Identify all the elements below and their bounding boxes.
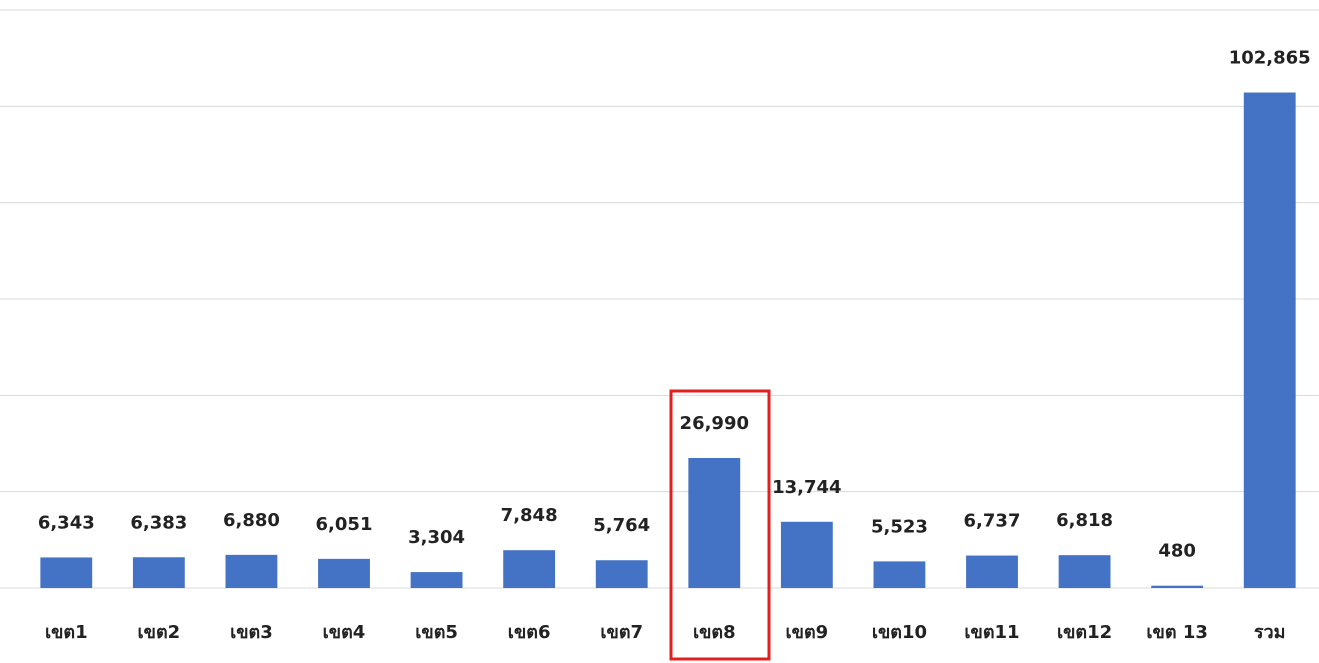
value-label: 6,737 <box>964 511 1021 532</box>
x-tick-label: เขต5 <box>415 622 458 643</box>
x-tick-label: เขต3 <box>230 622 273 643</box>
x-tick-label: รวม <box>1254 622 1286 643</box>
bar <box>503 550 555 588</box>
value-label: 6,051 <box>316 514 373 535</box>
x-tick-label: เขต 13 <box>1146 622 1207 643</box>
bar <box>1059 555 1111 588</box>
bar <box>874 561 926 588</box>
value-label: 6,818 <box>1056 510 1113 531</box>
value-label: 6,880 <box>223 510 280 531</box>
value-label: 7,848 <box>501 505 558 526</box>
value-label: 26,990 <box>680 413 749 434</box>
bar <box>40 557 92 588</box>
bar <box>1244 93 1296 588</box>
x-tick-label: เขต2 <box>138 622 181 643</box>
value-label: 480 <box>1158 541 1196 562</box>
value-label: 6,343 <box>38 512 95 533</box>
bar <box>1151 586 1203 588</box>
x-tick-label: เขต7 <box>600 622 643 643</box>
x-tick-label: เขต4 <box>323 622 366 643</box>
bar <box>688 458 740 588</box>
bar <box>226 555 278 588</box>
x-tick-label: เขต12 <box>1057 622 1112 643</box>
value-label: 6,383 <box>130 512 187 533</box>
x-tick-label: เขต6 <box>508 622 551 643</box>
value-label: 5,764 <box>593 515 650 536</box>
x-tick-label: เขต1 <box>45 622 88 643</box>
bar <box>318 559 370 588</box>
page: {"chart_data": {"type": "bar", "categori… <box>0 0 1319 663</box>
x-tick-label: เขต10 <box>872 622 927 643</box>
value-label: 5,523 <box>871 516 928 537</box>
chart: เขต1 6,343 เขต2 6,383 เขต3 6,880 เขต4 6,051 เขต5… <box>0 0 1319 663</box>
value-label: 3,304 <box>408 527 465 548</box>
bar <box>596 560 648 588</box>
x-tick-label: เขต8 <box>693 622 736 643</box>
x-tick-label: เขต11 <box>964 622 1019 643</box>
value-label: 102,865 <box>1229 48 1311 69</box>
x-tick-label: เขต9 <box>786 622 829 643</box>
bar <box>781 522 833 588</box>
bar <box>133 557 185 588</box>
value-label: 13,744 <box>772 477 841 498</box>
bar <box>966 556 1018 588</box>
bar <box>411 572 463 588</box>
